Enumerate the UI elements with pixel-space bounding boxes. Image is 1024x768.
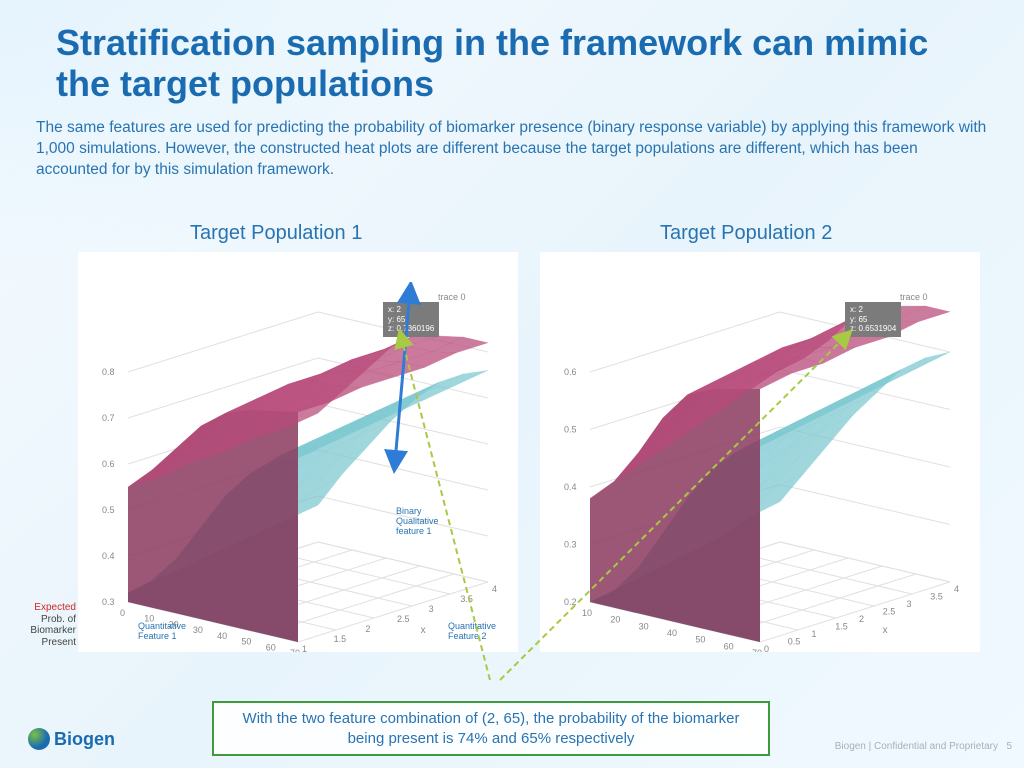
svg-text:2: 2 bbox=[859, 614, 864, 624]
trace-label-1: trace 0 bbox=[438, 292, 466, 302]
surface-plot-1: 0.30.40.50.60.70.801020304050607011.522.… bbox=[78, 252, 518, 652]
z-label-line1: Expected bbox=[34, 602, 76, 613]
z-label-line4: Present bbox=[42, 637, 76, 648]
svg-text:0.5: 0.5 bbox=[102, 505, 115, 515]
svg-text:0: 0 bbox=[764, 644, 769, 652]
trace-label-2: trace 0 bbox=[900, 292, 928, 302]
svg-text:0.5: 0.5 bbox=[564, 425, 577, 435]
logo-text: Biogen bbox=[54, 729, 115, 750]
svg-text:1.5: 1.5 bbox=[334, 634, 347, 644]
svg-text:40: 40 bbox=[217, 631, 227, 641]
slide-title: Stratification sampling in the framework… bbox=[56, 22, 968, 105]
svg-text:0: 0 bbox=[120, 608, 125, 618]
z-label-line2: Prob. of bbox=[41, 614, 76, 625]
svg-text:0.4: 0.4 bbox=[102, 551, 115, 561]
z-label-line3: Biomarker bbox=[30, 625, 76, 636]
svg-text:1: 1 bbox=[302, 644, 307, 652]
svg-text:60: 60 bbox=[724, 641, 734, 651]
svg-text:0.5: 0.5 bbox=[788, 637, 801, 647]
svg-text:20: 20 bbox=[610, 615, 620, 625]
logo-globe-icon bbox=[28, 728, 50, 750]
svg-text:1: 1 bbox=[812, 629, 817, 639]
chart-title-1: Target Population 1 bbox=[190, 222, 362, 245]
chart-panel-1: 0.30.40.50.60.70.801020304050607011.522.… bbox=[78, 252, 518, 652]
svg-text:70: 70 bbox=[290, 648, 300, 652]
chart-title-2: Target Population 2 bbox=[660, 222, 832, 245]
svg-text:50: 50 bbox=[695, 635, 705, 645]
svg-text:0.2: 0.2 bbox=[564, 597, 577, 607]
svg-text:0.6: 0.6 bbox=[102, 459, 115, 469]
svg-text:3: 3 bbox=[429, 604, 434, 614]
svg-text:0.3: 0.3 bbox=[564, 540, 577, 550]
surface-plot-2: 0.2 0.3 0.4 0.5 0.6 10 20 30 40 50 60 700 0.5 1 1.5 2 2.… bbox=[540, 252, 980, 652]
callout-text: With the two feature combination of (2, … bbox=[243, 710, 740, 747]
svg-text:3: 3 bbox=[907, 599, 912, 609]
svg-text:3.5: 3.5 bbox=[930, 592, 943, 602]
svg-text:0.6: 0.6 bbox=[564, 367, 577, 377]
svg-text:10: 10 bbox=[582, 608, 592, 618]
footer-text: Biogen | Confidential and Proprietary bbox=[835, 741, 998, 752]
svg-text:2.5: 2.5 bbox=[883, 607, 896, 617]
svg-text:4: 4 bbox=[954, 584, 959, 594]
callout-box: With the two feature combination of (2, … bbox=[212, 701, 770, 756]
svg-text:0.3: 0.3 bbox=[102, 597, 115, 607]
svg-text:1.5: 1.5 bbox=[835, 622, 848, 632]
page-number: 5 bbox=[1006, 741, 1012, 752]
svg-text:0.4: 0.4 bbox=[564, 482, 577, 492]
x-axis-label-1: Quantitative Feature 1 bbox=[138, 622, 208, 642]
z-axis-label: Expected Prob. of Biomarker Present bbox=[2, 602, 76, 648]
svg-text:0.7: 0.7 bbox=[102, 413, 115, 423]
svg-text:2.5: 2.5 bbox=[397, 614, 410, 624]
y-axis-label-1: Quantitative Feature 2 bbox=[448, 622, 520, 642]
svg-text:3.5: 3.5 bbox=[460, 594, 473, 604]
svg-text:50: 50 bbox=[241, 637, 251, 647]
svg-text:40: 40 bbox=[667, 628, 677, 638]
logo: Biogen bbox=[28, 728, 115, 750]
svg-text:70: 70 bbox=[752, 648, 762, 652]
svg-text:4: 4 bbox=[492, 584, 497, 594]
svg-text:30: 30 bbox=[639, 621, 649, 631]
svg-text:2: 2 bbox=[365, 624, 370, 634]
slide-subtitle: The same features are used for predictin… bbox=[36, 118, 988, 181]
svg-text:x: x bbox=[883, 625, 888, 636]
chart-area: Target Population 1 Target Population 2 … bbox=[0, 222, 1024, 708]
binary-axis-label-1: Binary Qualitative feature 1 bbox=[396, 507, 458, 537]
svg-text:x: x bbox=[421, 625, 426, 636]
chart-panel-2: 0.2 0.3 0.4 0.5 0.6 10 20 30 40 50 60 700 0.5 1 1.5 2 2.… bbox=[540, 252, 980, 652]
svg-text:0.8: 0.8 bbox=[102, 367, 115, 377]
svg-text:60: 60 bbox=[266, 642, 276, 652]
